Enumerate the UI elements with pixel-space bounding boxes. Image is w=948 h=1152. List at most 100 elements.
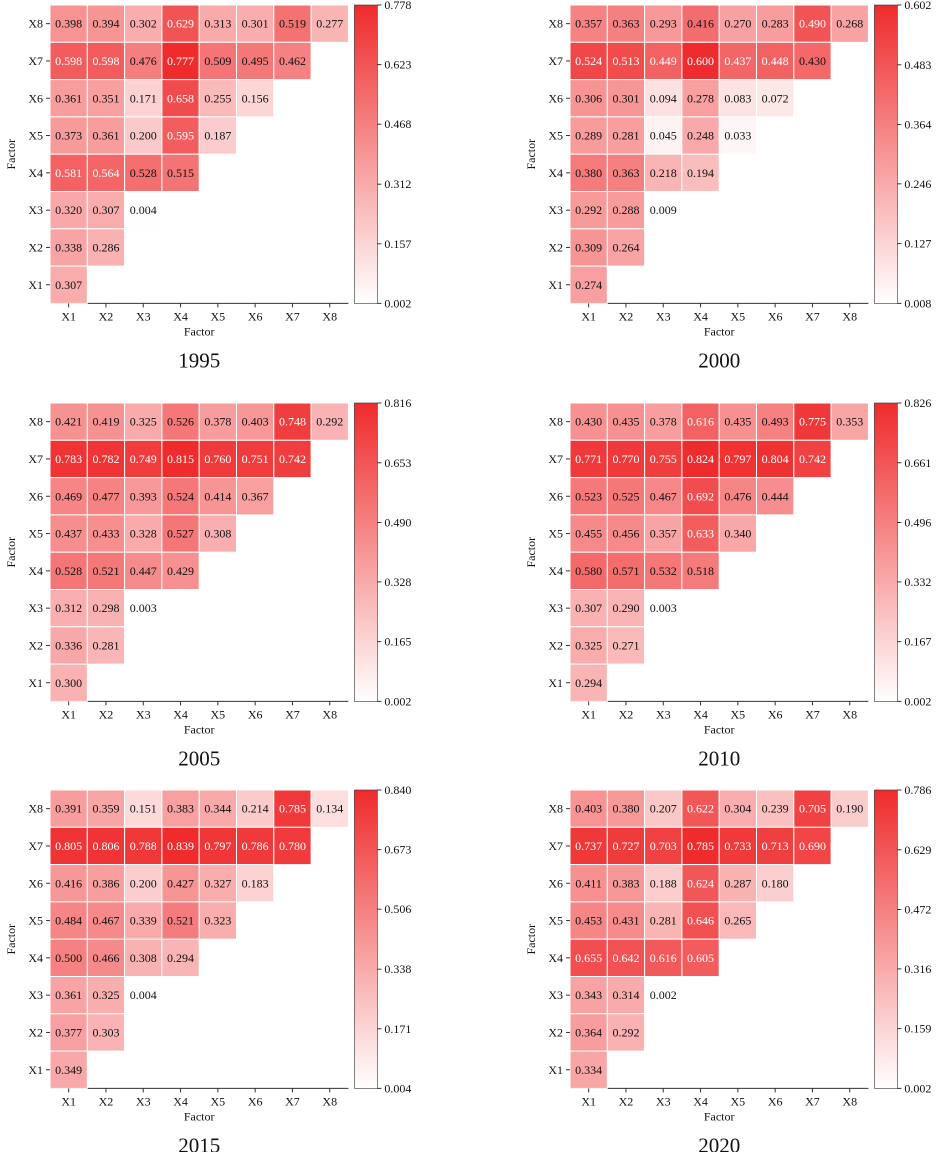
- colorbar: [874, 789, 898, 1089]
- colorbar-tick-label: 0.312: [384, 177, 411, 191]
- cell-value-label: 0.373: [55, 129, 82, 143]
- heatmap-cell: [681, 864, 720, 903]
- y-tick-label: X1: [28, 676, 43, 690]
- y-axis-title: Factor: [4, 139, 18, 170]
- cell-value-label: 0.302: [130, 17, 157, 31]
- colorbar: [874, 402, 898, 702]
- colorbar-tick-label: 0.653: [384, 456, 411, 470]
- cell-value-label: 0.655: [575, 951, 602, 965]
- heatmap-cell: [569, 41, 608, 81]
- cell-value-label: 0.265: [724, 914, 751, 928]
- cell-value-label: 0.435: [612, 415, 639, 429]
- heatmap-cell: [161, 901, 200, 940]
- x-tick-label: X2: [619, 1094, 634, 1108]
- heatmap-cell: [236, 864, 275, 903]
- cell-value-label: 0.804: [762, 452, 789, 466]
- heatmap-cell: [236, 477, 275, 516]
- cell-value-label: 0.466: [92, 951, 119, 965]
- cell-value-label: 0.359: [92, 802, 119, 816]
- cell-value-label: 0.151: [130, 802, 157, 816]
- heatmap-cell: [606, 1013, 646, 1052]
- cell-value-label: 0.393: [130, 489, 157, 503]
- colorbar-tick-label: 0.246: [904, 177, 931, 191]
- colorbar-tick-label: 0.623: [384, 58, 411, 72]
- colorbar: [354, 789, 378, 1089]
- colorbar-tick-label: 0.159: [904, 1022, 931, 1036]
- cell-value-label: 0.528: [130, 166, 157, 180]
- heatmap-cell: [718, 826, 758, 866]
- x-tick-label: X5: [211, 1094, 226, 1108]
- heatmap-cell: [273, 439, 312, 479]
- heatmap-cell: [718, 41, 758, 81]
- cell-value-label: 0.427: [167, 876, 194, 890]
- panel-caption: 2020: [698, 1133, 740, 1152]
- colorbar-tick-label: 0.496: [904, 516, 931, 530]
- cell-value-label: 0.281: [612, 129, 639, 143]
- x-tick-label: X8: [842, 309, 857, 323]
- cell-value-label: 0.414: [204, 489, 231, 503]
- x-tick-label: X4: [173, 707, 188, 721]
- heatmap-cell: [86, 626, 126, 665]
- x-tick-label: X1: [61, 707, 76, 721]
- cell-value-label: 0.430: [799, 54, 826, 68]
- cell-value-label: 0.775: [799, 415, 826, 429]
- y-tick-label: X5: [548, 914, 563, 928]
- heatmap-cell: [644, 976, 683, 1015]
- x-tick-label: X7: [285, 1094, 300, 1108]
- cell-value-label: 0.416: [687, 17, 714, 31]
- cell-value-label: 0.416: [55, 876, 82, 890]
- heatmap-cell: [718, 477, 758, 516]
- heatmap-cell: [161, 514, 200, 553]
- heatmap-cell: [681, 826, 720, 866]
- cell-value-label: 0.383: [167, 802, 194, 816]
- cell-value-label: 0.306: [575, 91, 602, 105]
- heatmap-cell: [161, 153, 200, 192]
- cell-value-label: 0.190: [836, 802, 863, 816]
- cell-value-label: 0.320: [55, 203, 82, 217]
- x-tick-label: X4: [693, 309, 708, 323]
- heatmap-cell: [86, 402, 126, 441]
- colorbar: [354, 402, 378, 702]
- y-tick-label: X7: [548, 452, 563, 466]
- cell-value-label: 0.292: [316, 415, 343, 429]
- heatmap-cell: [793, 826, 832, 866]
- cell-value-label: 0.045: [650, 129, 677, 143]
- cell-value-label: 0.624: [687, 876, 714, 890]
- cell-value-label: 0.380: [575, 166, 602, 180]
- cell-value-label: 0.309: [575, 240, 602, 254]
- colorbar-tick-label: 0.840: [384, 783, 411, 797]
- heatmap-cell: [49, 864, 88, 903]
- x-tick-label: X3: [136, 1094, 151, 1108]
- y-tick-label: X4: [548, 951, 563, 965]
- heatmap-cell: [569, 228, 608, 267]
- cell-value-label: 0.383: [612, 876, 639, 890]
- cell-value-label: 0.271: [612, 638, 639, 652]
- cell-value-label: 0.580: [575, 564, 602, 578]
- x-tick-label: X8: [322, 1094, 337, 1108]
- heatmap-cell: [236, 41, 275, 81]
- x-tick-label: X5: [731, 1094, 746, 1108]
- cell-value-label: 0.500: [55, 951, 82, 965]
- heatmap-cell: [606, 153, 646, 192]
- heatmap-cell: [569, 589, 608, 628]
- heatmap-cell: [124, 589, 163, 628]
- y-tick-label: X4: [28, 564, 43, 578]
- x-tick-label: X5: [731, 309, 746, 323]
- colorbar-tick-label: 0.490: [384, 516, 411, 530]
- y-tick-label: X8: [548, 415, 563, 429]
- cell-value-label: 0.361: [55, 91, 82, 105]
- cell-value-label: 0.622: [687, 802, 714, 816]
- cell-value-label: 0.786: [242, 839, 269, 853]
- heatmap-cell: [49, 153, 88, 192]
- y-tick-label: X2: [548, 1025, 563, 1039]
- heatmap-cell: [644, 116, 683, 155]
- cell-value-label: 0.806: [92, 839, 119, 853]
- colorbar-tick-label: 0.816: [384, 396, 411, 410]
- cell-value-label: 0.323: [204, 914, 231, 928]
- cell-value-label: 0.083: [724, 91, 751, 105]
- heatmap-cell: [161, 551, 200, 591]
- heatmap-cell: [124, 439, 163, 479]
- x-tick-label: X6: [768, 1094, 783, 1108]
- x-axis-title: Factor: [704, 722, 735, 736]
- heatmap-cell: [681, 79, 720, 118]
